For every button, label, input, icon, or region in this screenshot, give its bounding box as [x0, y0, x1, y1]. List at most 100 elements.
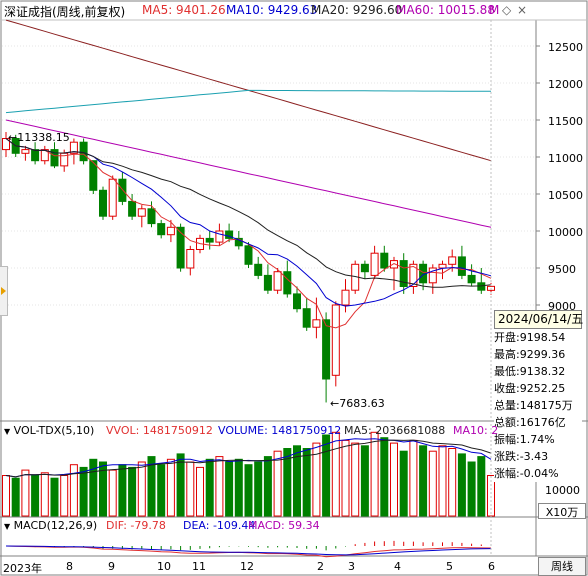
candle-body [399, 260, 408, 288]
candle-body [157, 223, 166, 236]
vvol-label: VVOL: 1481750912 [106, 424, 213, 437]
volume-bar [283, 448, 292, 517]
ma5-line [5, 138, 492, 329]
candle-body [21, 149, 30, 154]
vol-ma10-line [5, 439, 492, 478]
macd-value-label: MACD: 59.34 [248, 519, 320, 532]
macd-dea-line [5, 545, 492, 556]
volume-bar [467, 461, 476, 517]
candle-body [467, 274, 476, 284]
candle-body [438, 263, 447, 269]
diamond-icon[interactable]: ◇ [502, 3, 512, 17]
expand-arrow-icon [1, 287, 6, 295]
main-panel-title: 深证成指(周线,前复权) [4, 5, 126, 19]
period-tab-weekly[interactable]: 周线 [538, 557, 586, 576]
vol-unit-box: X10万 [538, 503, 586, 519]
candle-body [40, 149, 49, 162]
volume-bar [341, 439, 350, 517]
candle-body [312, 319, 321, 328]
candle-body [147, 208, 156, 225]
volume-bar [147, 456, 156, 517]
macd-expand-icon[interactable]: ▼ [4, 522, 11, 531]
x-label-9: 9 [108, 560, 115, 573]
volume-bar [99, 461, 107, 517]
candle-body [128, 200, 137, 217]
volume-bar [254, 461, 263, 517]
macd-title: MACD(12,26,9) [13, 519, 98, 532]
candle-body [50, 149, 59, 167]
info-low: 最低:9138.32 [494, 365, 566, 378]
candle-body [341, 289, 350, 306]
x-label-6: 6 [488, 560, 495, 573]
high-value: 11338.15 [17, 131, 70, 144]
volume-bar [457, 453, 466, 517]
volume-bar [21, 469, 30, 517]
y-tick-10000: 10000 [548, 226, 583, 239]
ma20-label: MA20: 9296.60 [311, 3, 403, 17]
volume-bar [196, 466, 204, 517]
volume-bar [302, 448, 311, 517]
ma20-line [5, 138, 492, 288]
candle-body [409, 263, 418, 287]
volume-bar [438, 445, 447, 517]
volume-bar [448, 448, 457, 517]
volume-bar [428, 450, 437, 517]
high-annotation: ←11338.15 [8, 131, 70, 144]
vol-title: VOL-TDX(5,10) [13, 424, 95, 437]
candle-body [234, 237, 243, 247]
macd-dif-label: DIF: -79.78 [106, 519, 166, 532]
low-arrow: ← [330, 397, 340, 410]
volume-bar [166, 458, 175, 517]
macd-panel-title: ▼ MACD(12,26,9) [4, 519, 97, 532]
candle-body [244, 245, 253, 265]
low-value: 7683.63 [339, 397, 385, 410]
bar-info-box: 2024/06/14/五 开盘:9198.54 最高:9299.36 最低:91… [494, 310, 583, 482]
ma10-label: MA10: 9429.63 [226, 3, 318, 17]
candle-body [380, 252, 389, 269]
volume-bar [128, 466, 137, 517]
volume-bar [69, 464, 78, 517]
x-label-3: 3 [348, 560, 355, 573]
volume-bar [351, 442, 360, 517]
candle-body [322, 319, 331, 380]
volume-bar [118, 464, 127, 517]
candle-body [360, 263, 369, 273]
volume-bar [215, 456, 224, 517]
volume-bar [399, 450, 408, 517]
volume-bar [31, 475, 40, 517]
candle-body [215, 230, 224, 243]
candle-body [89, 160, 98, 191]
volume-bar [50, 477, 59, 517]
candle-body [186, 249, 195, 269]
close-icon[interactable]: × [517, 3, 528, 17]
candle-body [477, 282, 486, 291]
volume-bar [234, 458, 243, 517]
x-label-2023: 2023年 [3, 562, 42, 575]
ma60-line [5, 119, 492, 228]
candle-body [166, 226, 175, 236]
candle-body [254, 263, 263, 276]
macd-dea-label: DEA: -109.44 [183, 519, 256, 532]
volume-bar [409, 439, 418, 517]
volume-bar [2, 475, 10, 517]
y-tick-11000: 11000 [548, 152, 583, 165]
volume-bar [11, 477, 20, 517]
x-label-8: 8 [66, 560, 73, 573]
candle-body [390, 260, 398, 269]
left-collapse-handle[interactable] [0, 266, 8, 316]
candle-body [331, 304, 340, 376]
volume-bar [225, 461, 234, 517]
info-amount: 总额:16176亿 [494, 416, 566, 429]
candle-body [205, 237, 214, 243]
info-pct: 涨幅:-0.04% [494, 467, 559, 480]
vol-expand-icon[interactable]: ▼ [4, 427, 11, 436]
volume-bar [477, 456, 486, 517]
high-arrow: ← [8, 131, 18, 144]
ma-top-line [5, 89, 491, 114]
info-high: 最高:9299.36 [494, 348, 566, 361]
candle-body [302, 308, 311, 328]
volume-bar [186, 461, 195, 517]
info-volume: 总量:148175万 [494, 399, 573, 412]
